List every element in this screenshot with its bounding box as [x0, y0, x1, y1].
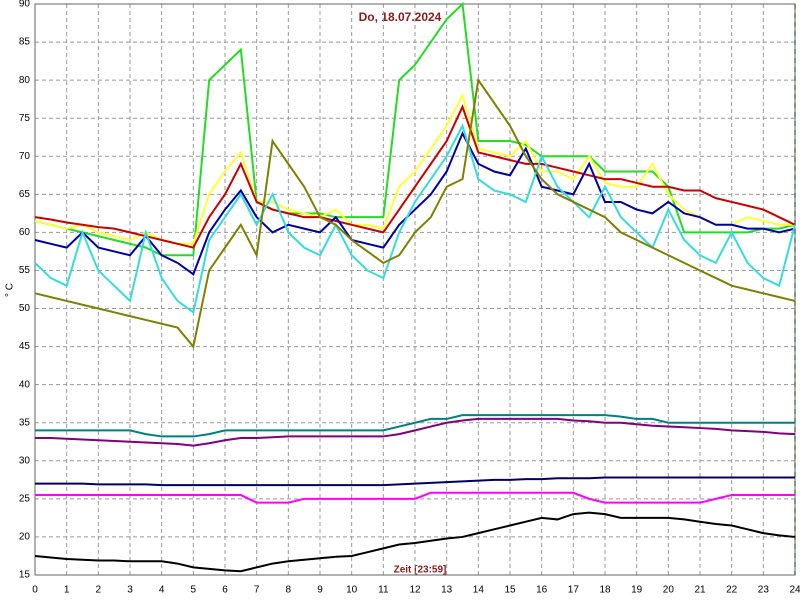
- series-line: [35, 414, 795, 438]
- y-tick-label: 30: [19, 455, 31, 466]
- x-tick-label: 18: [599, 585, 611, 596]
- plot-frame: [34, 3, 796, 576]
- x-tick-label: 12: [409, 585, 421, 596]
- y-tick-label: 15: [19, 570, 31, 581]
- y-tick-label: 60: [19, 227, 31, 238]
- x-tick-label: 17: [568, 585, 580, 596]
- x-tick-label: 16: [536, 585, 548, 596]
- x-tick-label: 20: [663, 585, 675, 596]
- series-line: [34, 123, 796, 315]
- series-line: [35, 476, 795, 487]
- x-tick-label: 5: [191, 585, 197, 596]
- x-tick-label: 7: [254, 585, 260, 596]
- x-tick-label: 1: [64, 585, 70, 596]
- x-tick-label: 10: [346, 585, 358, 596]
- y-tick-label: 55: [19, 265, 31, 276]
- y-tick-label: 75: [19, 113, 31, 124]
- x-tick-label: 19: [631, 585, 643, 596]
- series-line: [34, 77, 796, 349]
- x-axis-label: Zeit [23:59]: [394, 565, 447, 576]
- y-axis-label: ° C: [5, 283, 16, 297]
- x-tick-label: 11: [378, 585, 389, 596]
- y-tick-label: 65: [19, 189, 31, 200]
- y-tick-label: 45: [19, 341, 31, 352]
- series-line: [35, 491, 795, 504]
- y-tick-label: 90: [19, 0, 31, 10]
- x-tick-label: 8: [286, 585, 292, 596]
- y-tick-label: 25: [19, 494, 31, 505]
- y-tick-label: 50: [19, 303, 31, 314]
- x-tick-label: 13: [441, 585, 453, 596]
- x-tick-label: 21: [694, 585, 706, 596]
- series-line: [34, 131, 796, 276]
- x-tick-label: 22: [726, 585, 738, 596]
- y-tick-label: 40: [19, 379, 31, 390]
- series-line: [34, 104, 796, 249]
- x-tick-label: 14: [473, 585, 485, 596]
- y-tick-label: 35: [19, 417, 31, 428]
- series-line: [35, 417, 796, 447]
- chart-title: Do, 18.07.2024: [359, 10, 442, 24]
- series-line: [34, 511, 796, 573]
- x-tick-label: 4: [159, 585, 165, 596]
- y-tick-label: 80: [19, 75, 31, 86]
- x-tick-label: 6: [222, 585, 228, 596]
- y-tick-label: 70: [19, 151, 31, 162]
- x-tick-label: 0: [32, 585, 38, 596]
- x-tick-label: 2: [96, 585, 102, 596]
- x-tick-label: 15: [504, 585, 516, 596]
- x-tick-label: 24: [789, 585, 800, 596]
- x-tick-label: 3: [127, 585, 133, 596]
- y-tick-label: 85: [19, 37, 31, 48]
- x-tick-label: 23: [758, 585, 770, 596]
- y-tick-label: 20: [19, 532, 31, 543]
- x-tick-label: 9: [317, 585, 323, 596]
